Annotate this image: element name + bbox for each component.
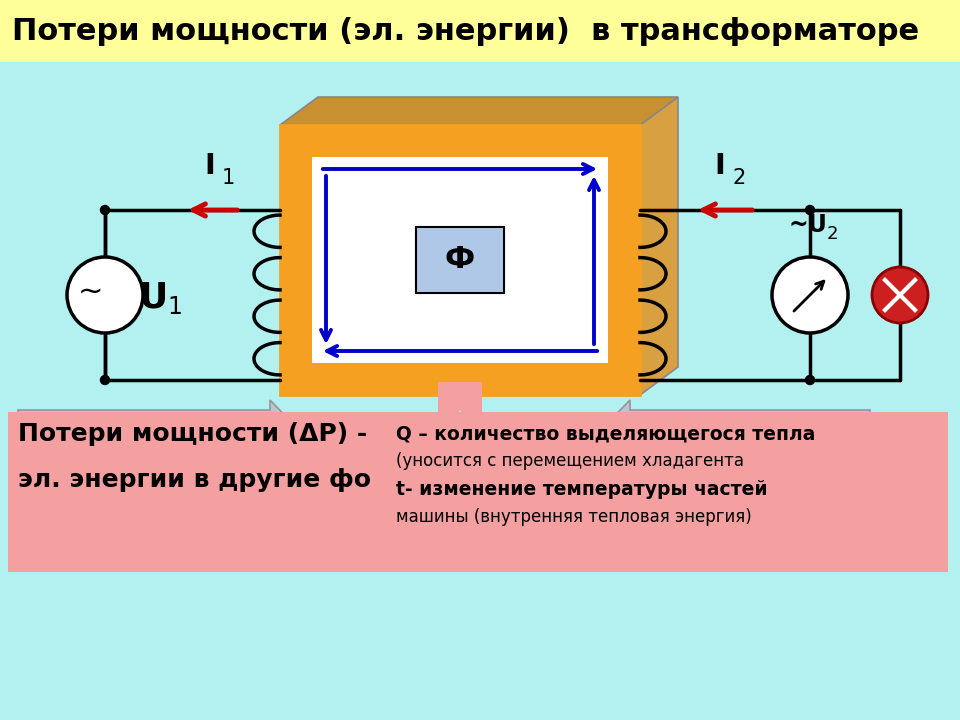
Circle shape (805, 205, 814, 215)
Text: (уносится с перемещением хладагента: (уносится с перемещением хладагента (396, 452, 744, 470)
Polygon shape (422, 382, 498, 472)
Text: эл. энергии в другие фо: эл. энергии в другие фо (18, 468, 371, 492)
Polygon shape (640, 97, 678, 395)
Polygon shape (592, 400, 870, 478)
Text: Потери мощности (ΔP) -: Потери мощности (ΔP) - (18, 422, 368, 446)
Polygon shape (280, 97, 678, 125)
Text: P₁=U₁*I₁*Cos(φ1): P₁=U₁*I₁*Cos(φ1) (76, 431, 212, 446)
Text: U: U (138, 280, 168, 314)
Text: 2: 2 (827, 225, 838, 243)
Text: P₂=U₂*I₂*Cos (φ2): P₂=U₂*I₂*Cos (φ2) (680, 431, 821, 446)
Text: 2: 2 (732, 168, 745, 188)
Circle shape (805, 376, 814, 384)
Text: ~: ~ (79, 277, 104, 307)
FancyBboxPatch shape (416, 227, 504, 293)
Text: I: I (204, 152, 215, 180)
Circle shape (67, 257, 143, 333)
Text: Ф: Ф (444, 246, 475, 274)
Circle shape (872, 267, 928, 323)
FancyBboxPatch shape (280, 125, 640, 395)
Text: t- изменение температуры частей: t- изменение температуры частей (396, 480, 768, 499)
Text: ~U: ~U (788, 213, 828, 237)
Text: I: I (714, 152, 726, 180)
Text: 1: 1 (222, 168, 235, 188)
Polygon shape (18, 400, 308, 478)
FancyBboxPatch shape (8, 412, 390, 572)
Text: машины (внутренняя тепловая энергия): машины (внутренняя тепловая энергия) (396, 508, 752, 526)
Text: Q – количество выделяющегося тепла: Q – количество выделяющегося тепла (396, 424, 815, 443)
FancyBboxPatch shape (0, 0, 960, 62)
Circle shape (101, 205, 109, 215)
Text: Потери мощности (эл. энергии)  в трансформаторе: Потери мощности (эл. энергии) в трансфор… (12, 17, 919, 45)
FancyBboxPatch shape (388, 412, 948, 572)
Circle shape (101, 376, 109, 384)
FancyBboxPatch shape (312, 157, 608, 363)
Circle shape (772, 257, 848, 333)
Text: 1: 1 (167, 295, 181, 319)
